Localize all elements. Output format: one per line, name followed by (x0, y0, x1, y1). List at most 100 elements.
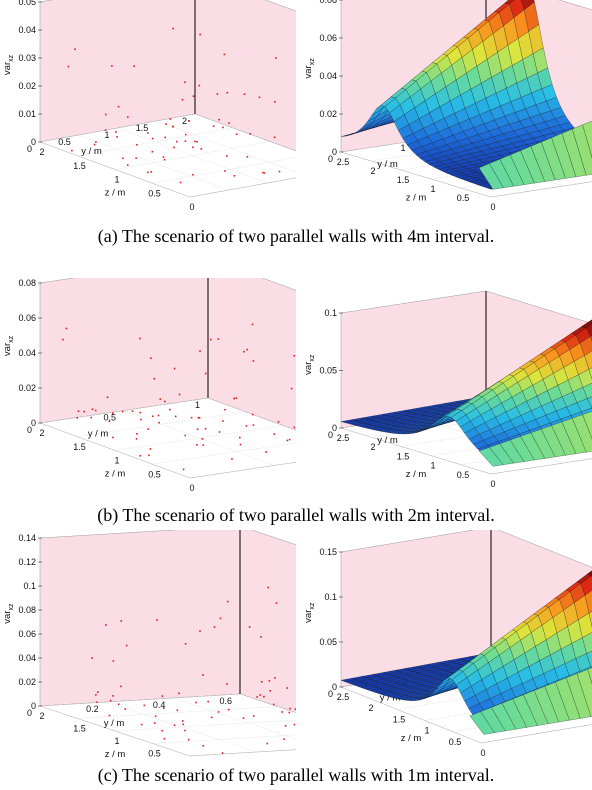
plot-c-left-ztick-label: 0.04 (18, 653, 36, 663)
plot-b-left-grid-y (39, 422, 191, 479)
plot-a-left-scatter-point (163, 158, 166, 161)
plot-c-left-scatter-point (95, 701, 98, 704)
plot-b-left-xtick-label: 0.5 (148, 469, 161, 479)
plot-b-left-scatter-point (224, 408, 226, 411)
caption-c: (c) The scenario of two parallel walls w… (97, 765, 495, 785)
plot-c-left-scatter-point (256, 696, 258, 698)
plot-b-left-ytick-label: 0 (27, 425, 32, 435)
plot-b-right-ytick-label: 0 (328, 430, 333, 440)
plot-a-left-scatter-point (133, 65, 135, 68)
plot-b-left-scatter-point (245, 425, 248, 427)
plot-a-right-xtick-label: 0 (490, 202, 495, 212)
plot-c-left-xtick-label: 0.5 (148, 749, 161, 759)
plot-c-left-ytick-label: 0 (27, 708, 32, 718)
plot-a-left-ytick-label: 0.5 (58, 137, 71, 147)
plot-a-left-scatter-point (275, 57, 277, 59)
plot-b-left-scatter-point (202, 444, 205, 447)
plot-a-left-xtick-label: 0 (189, 202, 194, 212)
plot-a-left-scatter-point (175, 140, 178, 143)
plot-a-right-xtick-label: 0.5 (457, 193, 470, 203)
plot-b-left-scatter-point (94, 409, 97, 412)
plot-b-right: 0.10.050varxz10.502.521.510.50y / mz / m (303, 290, 592, 489)
plot-b-right-grid-y (340, 427, 492, 475)
plot-b-left-scatter-point (139, 454, 142, 457)
plot-c-left-scatter-point (284, 724, 287, 727)
plot-b-left-scatter-point (231, 458, 233, 460)
plot-c-left-scatter-point (112, 660, 115, 662)
plot-b-left-scatter-point (131, 410, 134, 412)
plot-b-left-ztick-label: 0.08 (18, 278, 36, 288)
plot-a-left-scatter-point (151, 137, 154, 140)
plot-c-left-left-wall (39, 530, 241, 707)
plot-a-left-xtick-label: 2 (39, 147, 44, 157)
plot-c-left-xlabel: z / m (105, 749, 126, 760)
plot-b-left-scatter-point (91, 408, 94, 411)
plot-c-left-scatter-point (288, 711, 291, 714)
plot-a-left-scatter-point (235, 133, 238, 136)
plot-b-left-scatter-point (210, 338, 212, 341)
plot-c-left-scatter-point (176, 709, 179, 712)
plot-b-left-scatter-point (169, 408, 171, 411)
plot-b-left-grid-x (152, 442, 296, 465)
plot-a-left-scatter-point (122, 157, 124, 160)
plot-a-left-grid-y (39, 141, 191, 198)
plot-c-left-scatter-point (248, 626, 251, 628)
plot-c-right-ytick-label: 0 (328, 689, 333, 699)
plot-b-left-scatter-point (235, 397, 238, 399)
plot-a-left-scatter-point (93, 143, 96, 146)
plot-c-left-scatter-point (109, 699, 112, 702)
plot-b-left-scatter-point (239, 436, 241, 439)
plot-a-left-scatter-point (243, 93, 246, 96)
plot-b-right-ylabel: y / m (377, 435, 398, 446)
plot-c-left-scatter-point (275, 602, 278, 604)
plot-a-left-scatter-point (179, 181, 182, 184)
plot-b-left-scatter-point (173, 367, 176, 370)
plot-c-left-scatter-point (263, 695, 265, 698)
plot-a-left-ztick-label: 0.04 (18, 25, 36, 35)
plot-b-right-xlabel: z / m (406, 469, 427, 480)
plot-c-right-ylabel: y / m (380, 693, 401, 704)
plot-c-left-scatter-point (163, 737, 166, 740)
plot-b-left-scatter-point (196, 443, 198, 446)
plot-c-right-surface-edge (469, 711, 495, 735)
plot-c-left-scatter-point (91, 657, 93, 659)
plot-a-left-scatter-point (184, 81, 186, 83)
plot-b-left-scatter-point (83, 410, 85, 413)
plot-c-left-ylabel: y / m (104, 718, 125, 729)
plot-b-left-scatter-point (204, 427, 207, 430)
plot-a-left-scatter-point (274, 100, 276, 103)
plot-c-right-ztick-label: 0.05 (319, 637, 337, 647)
plot-a-left-xlabel: z / m (105, 188, 126, 199)
plot-b-left-scatter-point (198, 417, 201, 419)
plot-b-left-scatter-point (190, 416, 193, 419)
plot-b-left-scatter-point (153, 377, 156, 380)
plot-a-left-scatter-point (173, 146, 175, 149)
plot-c-left-grid-x (77, 706, 278, 719)
plot-b-left-scatter-point (159, 398, 162, 400)
plot-a-left-scatter-point (165, 123, 167, 125)
plot-b-left-floor (39, 397, 296, 479)
plot-b-left-grid-y (123, 410, 275, 466)
plot-b-left-scatter-point (184, 434, 187, 437)
plot-c-left-scatter-point (260, 636, 262, 638)
plot-a-right-grid-y (340, 151, 492, 198)
plot-c-left-scatter-point (266, 742, 269, 745)
plot-a-left-scatter-point (74, 48, 76, 51)
plot-b-right-surface-edge (478, 447, 504, 467)
plot-c-left-scatter-point (260, 680, 263, 683)
plot-c-left-zlabel: varxz (2, 603, 15, 624)
plot-a-left-scatter-point (192, 173, 194, 176)
plot-b-left-ztick-label: 0.06 (18, 313, 36, 323)
plot-a-left-ztick-label: 0.05 (18, 0, 36, 7)
plot-b-left-scatter-point (136, 433, 138, 435)
plot-c-left-scatter-point (269, 690, 272, 692)
plot-a-left-xtick-label: 0.5 (148, 188, 161, 198)
plot-b-left-scatter-point (65, 327, 68, 330)
plot-b-left-scatter-point (286, 439, 289, 442)
plot-b-left-zlabel: varxz (2, 335, 15, 356)
plot-b-left-left-wall (39, 278, 209, 424)
plot-b-left-scatter-point (293, 426, 296, 429)
plot-a-left-scatter-point (104, 113, 107, 116)
plot-c-right-ztick-label: 0.1 (324, 592, 337, 602)
